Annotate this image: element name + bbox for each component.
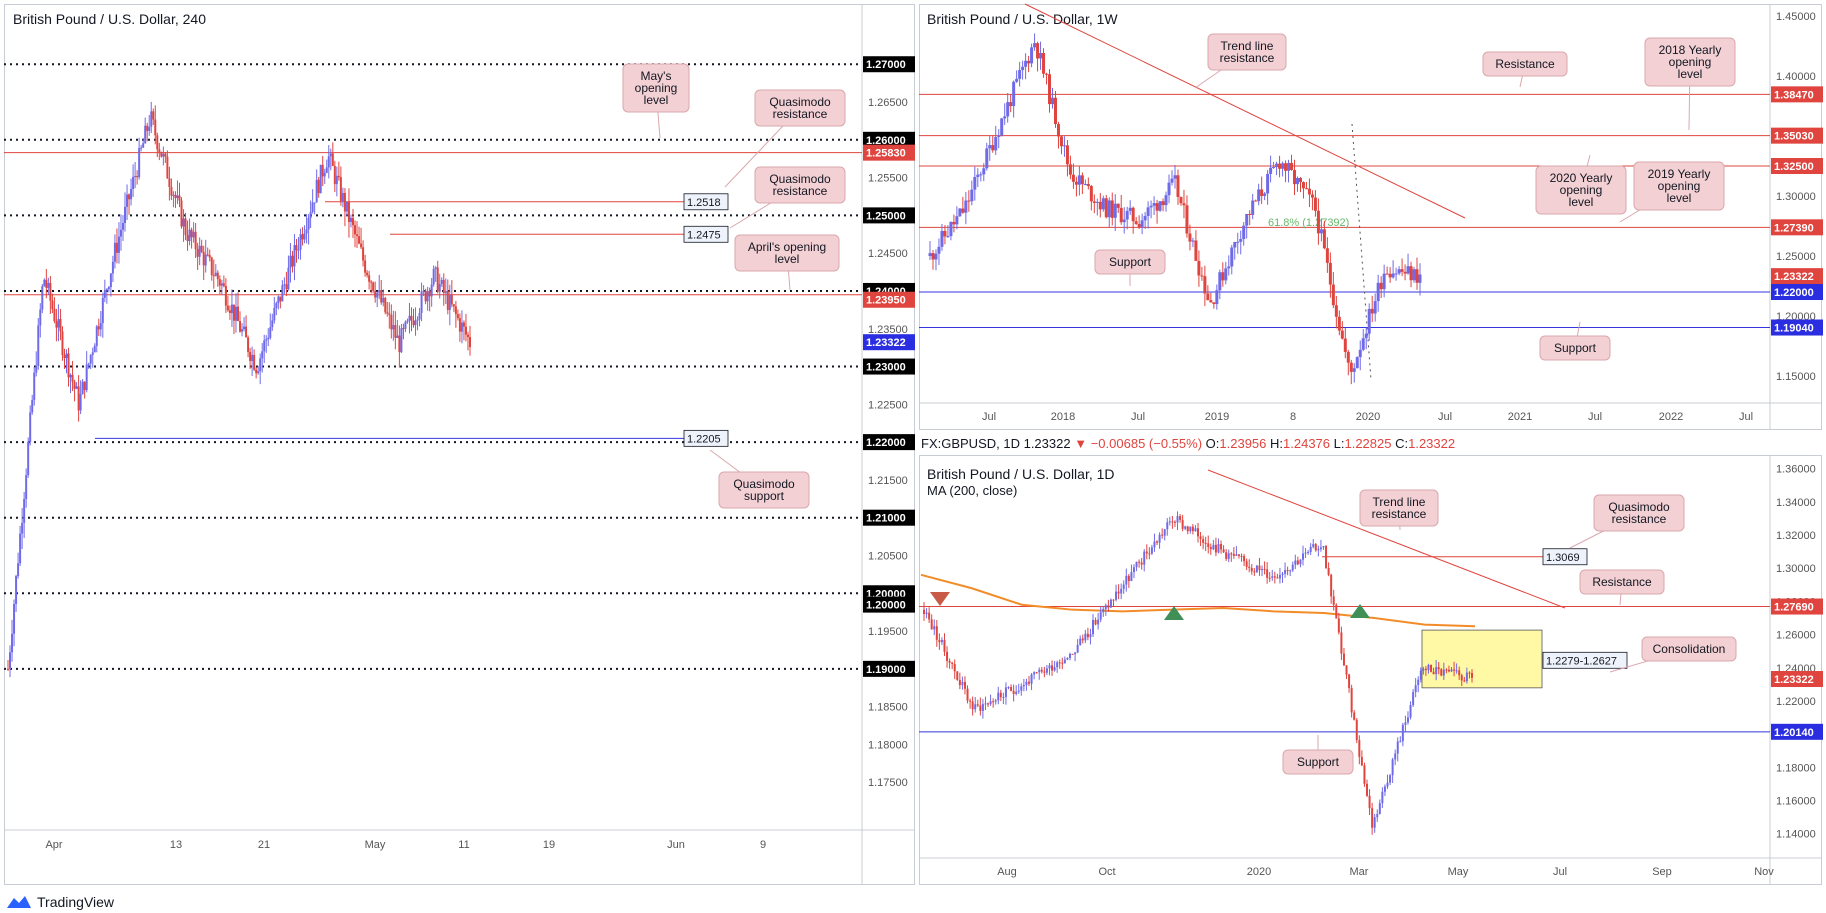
- close-value: 1.23322: [1408, 436, 1456, 451]
- low-value: 1.22825: [1344, 436, 1392, 451]
- tradingview-logo-icon: [7, 896, 31, 908]
- tradingview-brand[interactable]: TradingView: [6, 894, 114, 910]
- daily-chart-title: British Pound / U.S. Dollar, 1D: [927, 466, 1115, 482]
- h4-chart-title: British Pound / U.S. Dollar, 240: [13, 11, 206, 27]
- open-label: O:: [1205, 436, 1220, 451]
- symbol-label: FX:GBPUSD, 1D: [921, 436, 1020, 451]
- daily-indicator-label[interactable]: MA (200, close): [927, 483, 1018, 498]
- down-arrow-icon: ▼: [1074, 436, 1088, 451]
- last-price: 1.23322: [1023, 436, 1071, 451]
- h4-chart-panel[interactable]: [4, 4, 915, 885]
- close-label: C:: [1395, 436, 1409, 451]
- high-value: 1.24376: [1283, 436, 1331, 451]
- daily-symbol-infoline: FX:GBPUSD, 1D 1.23322 ▼ −0.00685 (−0.55%…: [921, 436, 1455, 451]
- open-value: 1.23956: [1219, 436, 1267, 451]
- low-label: L:: [1333, 436, 1345, 451]
- price-change: −0.00685 (−0.55%): [1090, 436, 1203, 451]
- daily-chart-panel[interactable]: [919, 455, 1822, 885]
- weekly-chart-title: British Pound / U.S. Dollar, 1W: [927, 11, 1118, 27]
- weekly-chart-panel[interactable]: [919, 4, 1822, 430]
- high-label: H:: [1270, 436, 1284, 451]
- brand-name: TradingView: [37, 894, 115, 910]
